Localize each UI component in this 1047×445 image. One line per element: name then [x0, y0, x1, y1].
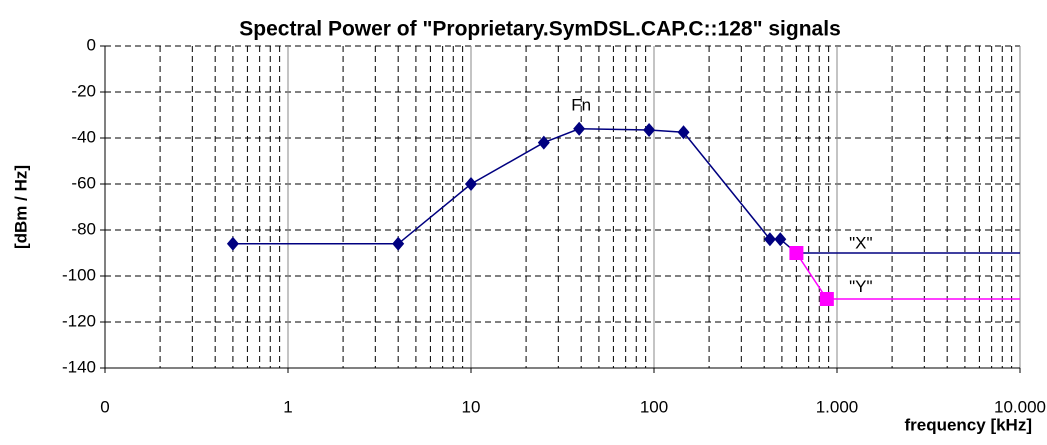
- series-line: [232, 128, 1020, 254]
- y-tick-label: -40: [71, 127, 96, 146]
- y-tick-label: -120: [62, 311, 96, 330]
- x-tick-label: 10: [462, 397, 481, 416]
- x-tick-label: 1.000: [816, 397, 859, 416]
- x-tick-label: 100: [640, 397, 668, 416]
- y-tick-label: -20: [71, 81, 96, 100]
- y-axis-label: [dBm / Hz]: [11, 165, 30, 249]
- marker: [789, 246, 804, 260]
- marker: [774, 232, 787, 247]
- marker: [643, 122, 656, 137]
- marker: [573, 121, 586, 136]
- x-tick-label: 10.000: [994, 397, 1046, 416]
- marker: [226, 236, 239, 251]
- marker: [392, 236, 405, 251]
- annotation: Fn: [571, 95, 591, 114]
- marker: [763, 232, 776, 247]
- x-axis-label: frequency [kHz]: [904, 415, 1032, 434]
- y-tick-label: 0: [87, 35, 96, 54]
- x-tick-label: 1: [283, 397, 292, 416]
- series-label: "X": [849, 233, 872, 252]
- chart-title: Spectral Power of "Proprietary.SymDSL.CA…: [239, 18, 841, 41]
- y-tick-label: -140: [62, 357, 96, 376]
- series-label: "Y": [849, 277, 872, 296]
- marker: [537, 135, 550, 150]
- y-tick-label: -80: [71, 219, 96, 238]
- y-tick-label: -100: [62, 265, 96, 284]
- marker: [677, 125, 690, 140]
- y-tick-label: -60: [71, 173, 96, 192]
- x-tick-label: 0: [100, 397, 109, 416]
- marker: [465, 177, 477, 191]
- marker: [819, 292, 834, 306]
